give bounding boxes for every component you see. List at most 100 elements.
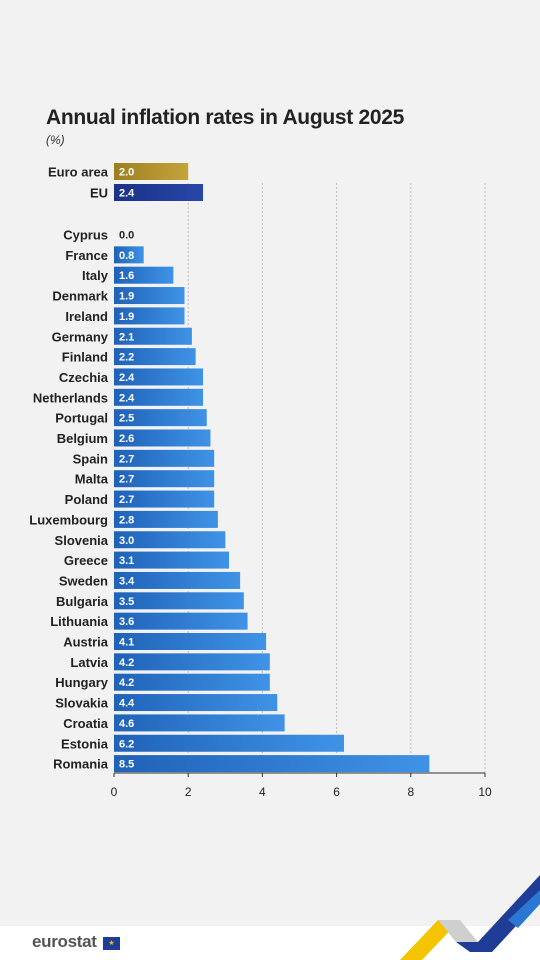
bar <box>114 246 144 264</box>
x-axis: 0 2 4 6 8 10 <box>111 772 492 799</box>
category-label: Slovenia <box>55 533 109 548</box>
chart-unit: (%) <box>46 133 65 147</box>
category-label: Ireland <box>65 309 108 324</box>
data-label: 0.8 <box>119 250 134 262</box>
x-tick-label: 0 <box>111 785 118 799</box>
data-label: 2.8 <box>119 514 134 526</box>
category-label: Portugal <box>55 411 108 426</box>
x-tick-label: 10 <box>478 785 492 799</box>
bars: Euro area 2.0 EU 2.4 Cyprus 0.0 France 0.8 Italy… <box>29 163 430 773</box>
data-label: 4.4 <box>119 698 135 710</box>
bar <box>114 734 345 752</box>
eu-flag-icon: ★ <box>103 937 120 950</box>
bar <box>114 348 196 366</box>
category-label: Denmark <box>52 289 108 304</box>
data-label: 4.6 <box>119 718 134 730</box>
category-label: EU <box>90 186 108 201</box>
bar <box>114 266 174 284</box>
data-label: 3.0 <box>119 535 134 547</box>
decorative-swoosh <box>400 875 540 960</box>
category-label: Latvia <box>70 655 108 670</box>
category-label: Lithuania <box>50 614 109 629</box>
bar <box>114 755 430 773</box>
bar <box>114 571 241 589</box>
bar <box>114 307 185 325</box>
bar <box>114 287 185 305</box>
category-label: Czechia <box>59 370 109 385</box>
category-label: Belgium <box>57 431 108 446</box>
data-label: 2.6 <box>119 433 134 445</box>
data-label: 1.9 <box>119 311 134 323</box>
x-tick-label: 8 <box>407 785 414 799</box>
data-label: 4.2 <box>119 657 134 669</box>
data-label: 4.2 <box>119 677 134 689</box>
bar <box>114 490 215 508</box>
bar <box>114 388 204 406</box>
category-label: Finland <box>62 350 108 365</box>
category-label: Euro area <box>48 165 109 180</box>
data-label: 4.1 <box>119 637 134 649</box>
category-label: Slovakia <box>55 696 109 711</box>
chart-title: Annual inflation rates in August 2025 <box>46 106 405 129</box>
bar <box>114 368 204 386</box>
data-label: 3.1 <box>119 555 134 567</box>
data-label: 8.5 <box>119 759 134 771</box>
bar <box>114 551 230 569</box>
bar <box>114 429 211 447</box>
category-label: Malta <box>75 472 109 487</box>
category-label: Romania <box>53 757 109 772</box>
data-label: 3.5 <box>119 596 134 608</box>
category-label: Poland <box>65 492 108 507</box>
data-label: 2.4 <box>119 188 135 200</box>
category-label: France <box>65 248 108 263</box>
category-label: Bulgaria <box>56 594 109 609</box>
bar <box>114 714 285 732</box>
category-label: Italy <box>82 268 109 283</box>
category-label: Germany <box>52 329 109 344</box>
bar <box>114 470 215 488</box>
bar <box>114 163 189 180</box>
category-label: Croatia <box>63 716 109 731</box>
data-label: 2.4 <box>119 372 135 384</box>
bar <box>114 510 218 528</box>
category-label: Netherlands <box>33 390 108 405</box>
category-label: Spain <box>73 451 108 466</box>
data-label: 2.5 <box>119 413 134 425</box>
data-label: 2.7 <box>119 474 134 486</box>
bar <box>114 327 192 345</box>
bar <box>114 531 226 549</box>
x-tick-label: 2 <box>185 785 192 799</box>
inflation-bar-chart: Euro area 2.0 EU 2.4 Cyprus 0.0 France 0.8 Italy… <box>29 163 492 799</box>
category-label: Luxembourg <box>29 512 108 527</box>
data-label: 1.6 <box>119 270 134 282</box>
category-label: Hungary <box>55 675 109 690</box>
bar <box>114 694 278 712</box>
bar <box>114 612 248 630</box>
bar <box>114 409 207 427</box>
data-label: 2.1 <box>119 331 134 343</box>
data-label: 2.7 <box>119 453 134 465</box>
bar <box>114 449 215 467</box>
bar <box>114 184 204 201</box>
eurostat-logo: eurostat <box>32 932 97 951</box>
data-label: 1.9 <box>119 291 134 303</box>
data-label: 3.6 <box>119 616 134 628</box>
data-label: 2.4 <box>119 392 135 404</box>
data-label: 2.2 <box>119 352 134 364</box>
data-label: 6.2 <box>119 738 134 750</box>
data-label: 2.0 <box>119 167 134 179</box>
bar <box>114 653 270 671</box>
x-tick-label: 6 <box>333 785 340 799</box>
category-label: Austria <box>63 635 109 650</box>
bar <box>114 673 270 691</box>
data-label: 2.7 <box>119 494 134 506</box>
category-label: Greece <box>64 553 108 568</box>
category-label: Estonia <box>61 736 109 751</box>
bar <box>114 592 244 610</box>
bar <box>114 633 267 650</box>
data-label: 3.4 <box>119 575 135 587</box>
data-label: 0.0 <box>119 230 134 242</box>
category-label: Sweden <box>59 573 108 588</box>
x-tick-label: 4 <box>259 785 266 799</box>
category-label: Cyprus <box>63 228 108 243</box>
